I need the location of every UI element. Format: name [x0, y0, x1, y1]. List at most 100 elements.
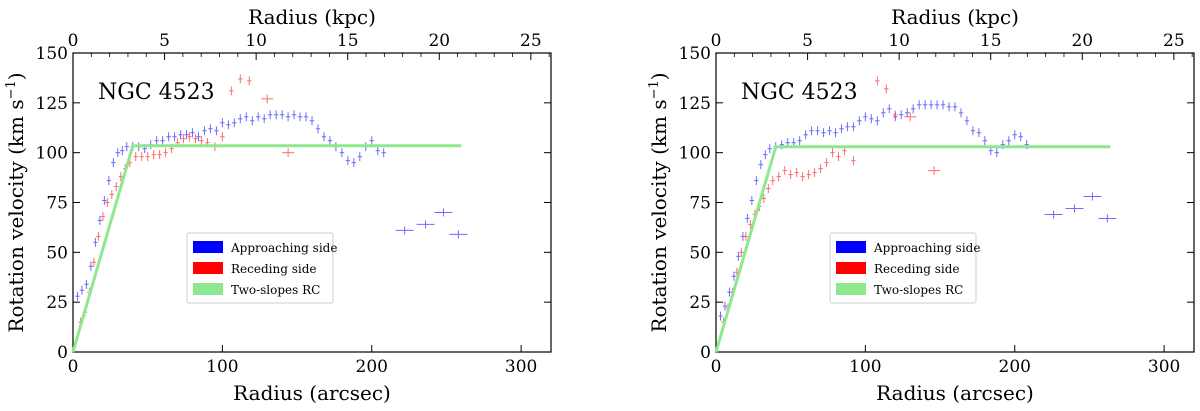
data-point	[434, 208, 453, 217]
data-point	[761, 194, 766, 204]
x2-tick-label: 10	[245, 31, 267, 51]
legend: Approaching side Receding side Two-slopes …	[186, 232, 337, 304]
legend-swatch	[836, 262, 866, 274]
y-axis-title: Rotation velocity (km s−1)	[4, 72, 28, 332]
data-point	[395, 226, 414, 235]
x2-axis-title: Radius (kpc)	[248, 5, 376, 29]
data-point	[922, 100, 928, 110]
data-point	[375, 146, 380, 156]
data-point	[763, 150, 768, 160]
x2-axis-title: Radius (kpc)	[891, 5, 1019, 29]
x2-tick-label: 10	[888, 31, 910, 51]
y-axis-title-sup: −1	[4, 80, 19, 99]
data-point	[821, 128, 826, 138]
data-point	[120, 146, 125, 156]
legend-entry-label: Receding side	[874, 262, 959, 276]
data-point	[827, 126, 832, 136]
series-two-slopes-rc	[71, 144, 462, 353]
data-point	[114, 182, 119, 192]
data-point	[875, 116, 880, 126]
legend-entry-label: Two-slopes RC	[874, 283, 963, 297]
y-axis-title-main: Rotation velocity (km s	[647, 99, 671, 332]
data-point	[111, 158, 116, 168]
data-point	[345, 156, 351, 166]
data-point	[797, 136, 802, 146]
y-tick-label: 100	[36, 144, 68, 164]
data-point	[100, 211, 106, 221]
data-point	[220, 132, 225, 142]
data-point	[893, 110, 898, 120]
y-tick-label: 50	[46, 243, 68, 263]
data-point	[1098, 214, 1117, 223]
data-point	[940, 100, 946, 110]
legend-swatch	[836, 283, 866, 295]
data-point	[916, 100, 922, 110]
data-point	[970, 126, 976, 136]
data-point	[226, 120, 231, 130]
data-point	[718, 311, 723, 321]
x2-tick-label: 5	[159, 31, 170, 51]
data-point	[106, 176, 112, 186]
data-point	[806, 170, 811, 180]
y-tick-label: 150	[36, 44, 68, 64]
data-point	[157, 150, 162, 160]
data-point	[745, 213, 750, 223]
data-point	[214, 126, 219, 136]
data-point	[184, 130, 189, 140]
data-point	[739, 247, 744, 257]
data-point	[1006, 136, 1011, 146]
data-point	[863, 112, 868, 122]
data-point	[869, 114, 874, 124]
model-line	[71, 144, 462, 353]
data-point	[722, 301, 728, 311]
data-point	[800, 172, 805, 182]
data-point	[1083, 192, 1102, 201]
y-axis-title-main: Rotation velocity (km s	[4, 99, 28, 332]
x-tick-label: 200	[356, 357, 388, 377]
x-tick-label: 100	[206, 357, 238, 377]
galaxy-name-label: NGC 4523	[98, 80, 215, 105]
data-point	[193, 134, 198, 144]
data-point	[88, 261, 94, 271]
data-point	[836, 152, 841, 162]
data-point	[166, 132, 171, 142]
data-point	[851, 122, 856, 132]
data-point	[904, 112, 917, 122]
x-axis-title: Radius (arcsec)	[233, 381, 391, 405]
x-tick-label: 300	[505, 357, 537, 377]
data-point	[96, 231, 101, 241]
y-tick-label: 125	[679, 94, 711, 114]
y-tick-label: 100	[679, 144, 711, 164]
data-point	[958, 108, 964, 118]
data-point	[875, 76, 880, 86]
data-point	[229, 86, 234, 96]
data-point	[321, 132, 327, 142]
data-point	[199, 136, 204, 146]
data-point	[782, 166, 787, 176]
data-point	[818, 164, 823, 174]
legend: Approaching side Receding side Two-slopes …	[829, 232, 980, 304]
data-point	[273, 110, 279, 120]
data-point	[928, 166, 941, 176]
legend-swatch	[193, 283, 223, 295]
data-point	[91, 257, 97, 267]
data-point	[994, 148, 1000, 158]
data-point	[244, 112, 249, 122]
data-point	[881, 108, 886, 118]
x2-tick-label: 0	[68, 31, 79, 51]
data-point	[118, 172, 123, 182]
chart-panel-2: 0 100 200 300 0 5 10 15 20 25 0 25 50 75 100 125 150 Radi…	[647, 5, 1195, 405]
data-point	[905, 108, 910, 118]
data-point	[884, 84, 889, 94]
data-point	[381, 148, 386, 158]
data-point	[151, 150, 156, 160]
data-point	[279, 110, 285, 120]
data-point	[262, 114, 267, 124]
data-point	[202, 126, 207, 136]
y-axis-title-close: )	[4, 72, 28, 80]
data-point	[285, 112, 291, 122]
legend-entry-label: Approaching side	[873, 241, 980, 255]
data-point	[910, 104, 916, 114]
data-point	[833, 128, 838, 138]
galaxy-name-label: NGC 4523	[741, 80, 858, 105]
